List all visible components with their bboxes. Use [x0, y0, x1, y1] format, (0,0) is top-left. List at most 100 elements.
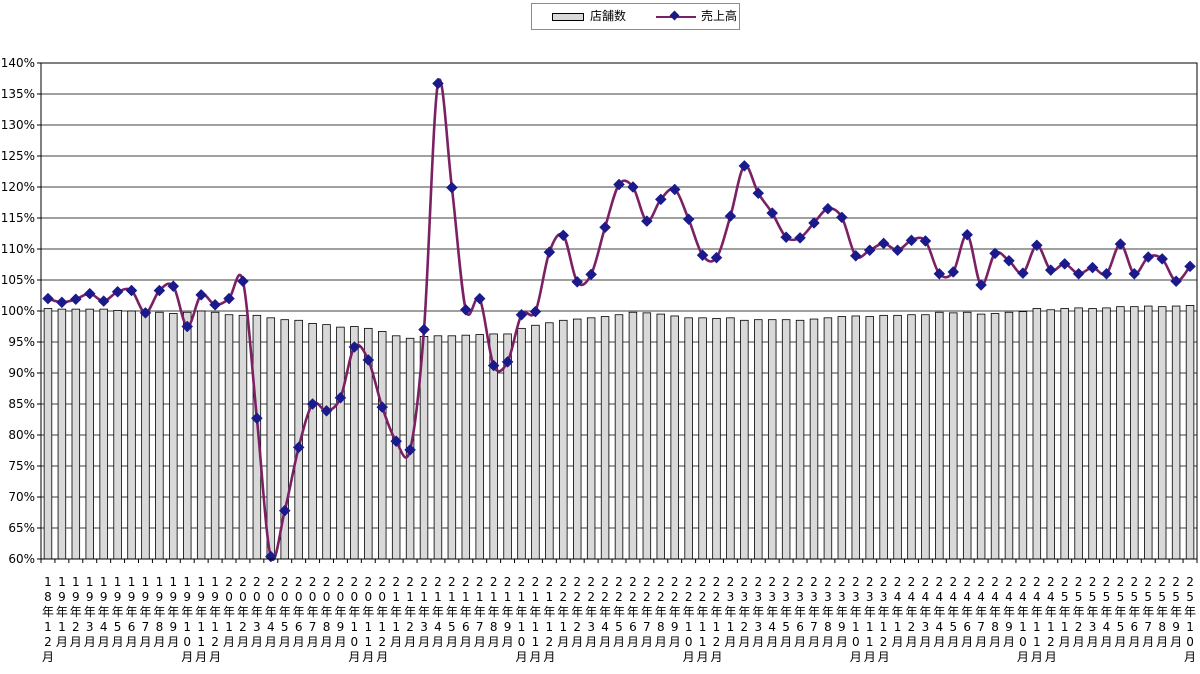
- line-point: [125, 284, 138, 297]
- bar: [614, 314, 624, 560]
- y-tick-label: 100%: [1, 304, 35, 318]
- bar: [837, 316, 847, 560]
- line-point: [1017, 267, 1029, 280]
- bar: [740, 319, 749, 560]
- bar: [155, 311, 164, 560]
- bar: [1102, 307, 1111, 560]
- bar: [962, 311, 972, 560]
- y-axis-tick-labels: 60% 65% 70% 75% 80% 85% 90% 95% 100% 105% 110% 115%…: [1, 56, 35, 566]
- line-point: [877, 237, 890, 250]
- bar: [656, 313, 666, 560]
- bar: [865, 316, 874, 560]
- line-point: [1072, 267, 1085, 280]
- bar: [196, 310, 206, 560]
- bar: [461, 334, 471, 560]
- line-point: [237, 275, 249, 288]
- line-point: [56, 296, 68, 309]
- bar: [1185, 305, 1195, 560]
- y-tick-label: 130%: [1, 118, 35, 132]
- y-tick-label: 85%: [8, 397, 35, 411]
- line-point: [766, 207, 779, 219]
- line-point: [975, 279, 987, 291]
- line-point: [320, 404, 333, 417]
- line-point: [1170, 275, 1182, 288]
- bar: [628, 311, 638, 560]
- y-tick-label: 110%: [1, 242, 35, 256]
- y-tick-label: 95%: [8, 335, 35, 349]
- y-tick-label: 80%: [8, 428, 35, 442]
- line-point: [181, 320, 194, 333]
- line-point: [1142, 251, 1155, 263]
- y-tick-label: 70%: [8, 490, 35, 504]
- bar: [893, 314, 902, 560]
- bar: [921, 314, 930, 560]
- line-point: [209, 298, 221, 311]
- line-point: [348, 341, 361, 353]
- line-point: [139, 307, 152, 319]
- line-point: [97, 295, 110, 307]
- line-point: [334, 391, 347, 404]
- line-point: [794, 231, 806, 244]
- bar: [879, 314, 888, 560]
- bar: [1060, 308, 1069, 560]
- line-point: [682, 213, 695, 226]
- bar: [210, 311, 220, 560]
- bar: [531, 324, 540, 560]
- line-point: [446, 181, 458, 194]
- bar: [447, 335, 457, 560]
- y-tick-label: 75%: [8, 459, 35, 473]
- line-point: [585, 268, 597, 281]
- line-point: [571, 276, 584, 288]
- line-point: [1044, 264, 1057, 276]
- bar: [1004, 311, 1014, 560]
- line-point: [223, 292, 235, 305]
- line-point: [905, 234, 918, 247]
- line-point: [808, 217, 820, 229]
- bar: [224, 314, 234, 560]
- bar: [586, 317, 596, 560]
- bar: [670, 315, 679, 560]
- line-point: [418, 323, 430, 336]
- plot-area-frame: [40, 62, 1198, 560]
- bar: [1171, 305, 1181, 560]
- bar: [572, 318, 582, 560]
- line-point: [292, 441, 305, 454]
- line-point: [724, 210, 737, 222]
- y-tick-label: 60%: [8, 552, 35, 566]
- line-point: [599, 221, 611, 234]
- y-tick-label: 115%: [1, 211, 35, 225]
- legend-label-stores: 店舗数: [590, 9, 627, 23]
- bar: [907, 314, 916, 560]
- bar: [336, 326, 345, 560]
- bar: [1074, 307, 1083, 560]
- line-point: [989, 247, 1001, 260]
- line-point: [42, 292, 54, 305]
